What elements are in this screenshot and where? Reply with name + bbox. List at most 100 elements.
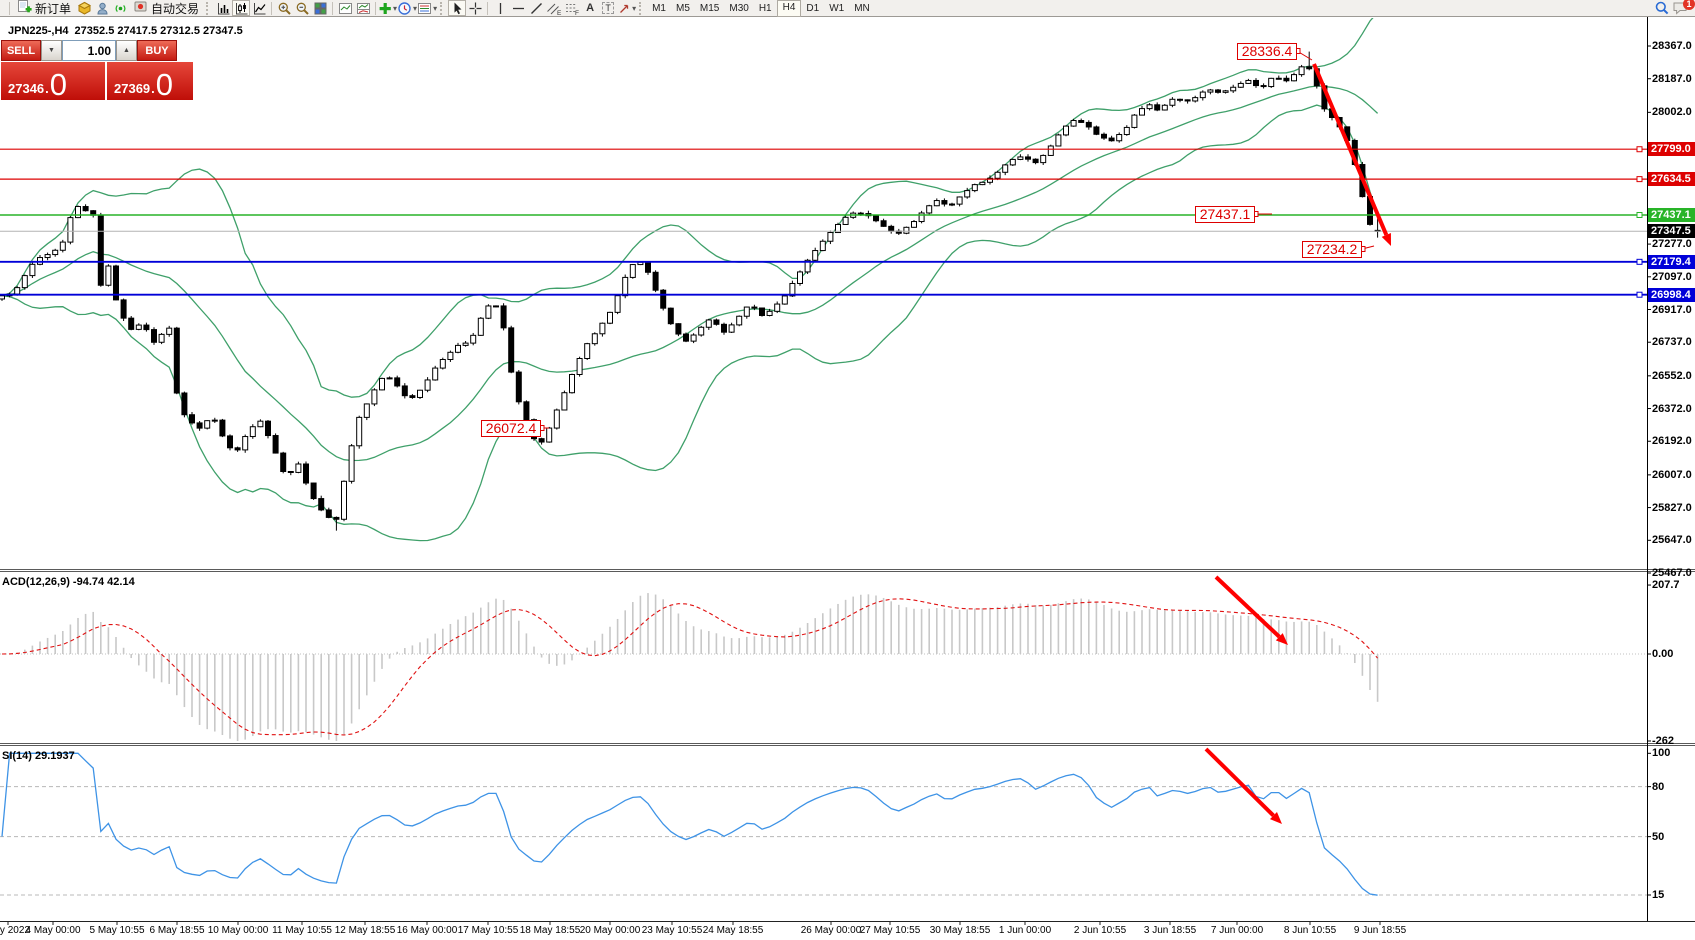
chevron-down-icon: ▾ xyxy=(413,3,418,13)
zoom-out-icon[interactable] xyxy=(293,0,311,16)
equidistant-channel-icon[interactable]: E xyxy=(545,0,563,16)
zoom-in-icon[interactable] xyxy=(275,0,293,16)
price-annotation[interactable]: 27234.2 xyxy=(1302,241,1362,258)
toolbar-grip xyxy=(639,1,644,15)
auto-trading-label: 自动交易 xyxy=(151,1,200,16)
time-tick-label: 27 May 10:55 xyxy=(859,925,921,936)
text-label-icon[interactable]: T xyxy=(599,0,617,16)
toolbar-grip xyxy=(440,1,445,15)
buy-button[interactable]: BUY xyxy=(137,40,177,61)
rsi-tick-label: 50 xyxy=(1652,830,1665,843)
indicator-list-icon[interactable] xyxy=(354,0,372,16)
cursor-icon[interactable] xyxy=(448,0,467,16)
sell-price[interactable]: 27346 . 0 xyxy=(1,62,105,100)
time-tick-label: 20 May 00:00 xyxy=(579,925,641,936)
price-tick-label: 28002.0 xyxy=(1652,106,1692,119)
level-price-label: 27799.0 xyxy=(1648,142,1695,157)
bar-chart-icon[interactable] xyxy=(214,0,232,16)
rsi-tick-label: 15 xyxy=(1652,888,1665,901)
trend-arrows xyxy=(1204,63,1391,824)
sell-price-main: 27346 xyxy=(8,81,45,96)
main-toolbar: 新订单 自动交易 xyxy=(0,0,1695,17)
time-tick-label: May 2022 xyxy=(0,925,30,936)
volume-decrease-button[interactable]: ▼ xyxy=(41,40,62,61)
clipped-icon xyxy=(1,0,6,16)
toolbar-separator xyxy=(375,1,377,15)
rsi-indicator-label: SI(14) 29.1937 xyxy=(2,750,75,762)
price-annotation[interactable]: 26072.4 xyxy=(481,420,541,437)
level-price-label: 27179.4 xyxy=(1648,254,1695,269)
headset-person-icon[interactable] xyxy=(93,0,111,16)
text-icon[interactable]: A xyxy=(586,2,595,14)
macd-tick-label: 0.00 xyxy=(1652,648,1674,660)
time-tick-label: 11 May 10:55 xyxy=(272,925,332,936)
price-annotation[interactable]: 27437.1 xyxy=(1195,206,1255,223)
rsi-panel xyxy=(0,752,1647,896)
volume-increase-button[interactable]: ▲ xyxy=(116,40,137,61)
chat-icon[interactable]: 1 xyxy=(1671,0,1695,16)
timeframe-m30[interactable]: M30 xyxy=(729,2,749,14)
horizontal-line-icon[interactable] xyxy=(509,0,527,16)
price-tick-label: 27277.0 xyxy=(1652,238,1692,251)
periods-clock-icon[interactable]: ▾ xyxy=(397,0,417,16)
crosshair-icon[interactable] xyxy=(466,0,484,16)
time-tick-label: 3 Jun 18:55 xyxy=(1143,925,1197,936)
signal-icon[interactable] xyxy=(111,0,129,16)
timeframe-m1[interactable]: M1 xyxy=(652,2,666,14)
fibonacci-icon[interactable]: F xyxy=(563,0,581,16)
level-price-label: 26998.4 xyxy=(1648,287,1695,302)
price-tick-label: 26192.0 xyxy=(1652,435,1692,448)
price-tick-label: 28187.0 xyxy=(1652,72,1692,85)
svg-text:F: F xyxy=(575,10,579,16)
time-tick-label: 5 May 10:55 xyxy=(89,925,145,936)
one-click-trade-panel: SELL ▼ ▲ BUY 27346 . 0 27369 . 0 xyxy=(1,40,193,100)
buy-price-frac: 0 xyxy=(155,67,174,102)
indicator-window-icon[interactable] xyxy=(336,0,354,16)
current-price-label: 27347.5 xyxy=(1648,224,1695,239)
time-tick-label: 17 May 10:55 xyxy=(457,925,519,936)
search-icon[interactable] xyxy=(1653,0,1671,16)
line-chart-icon[interactable] xyxy=(250,0,268,16)
time-tick-label: 16 May 00:00 xyxy=(396,925,458,936)
trendline-icon[interactable] xyxy=(527,0,545,16)
add-indicator-icon[interactable]: ▾ xyxy=(379,0,397,16)
timeframe-h1[interactable]: H1 xyxy=(758,2,772,14)
time-tick-label: 4 May 00:00 xyxy=(25,925,81,936)
buy-price[interactable]: 27369 . 0 xyxy=(107,62,193,100)
gold-cube-icon[interactable] xyxy=(75,0,93,16)
timeframe-m15[interactable]: M15 xyxy=(699,2,720,14)
new-order-label: 新订单 xyxy=(35,1,72,16)
timeframe-d1[interactable]: D1 xyxy=(806,2,820,14)
price-tick-label: 28367.0 xyxy=(1652,40,1692,52)
price-tick-label: 25827.0 xyxy=(1652,501,1692,514)
candlestick-chart-icon[interactable] xyxy=(232,0,251,16)
macd-indicator-label: ACD(12,26,9) -94.74 42.14 xyxy=(2,576,135,588)
timeframe-m5[interactable]: M5 xyxy=(676,2,690,14)
tile-windows-icon[interactable] xyxy=(311,0,329,16)
volume-input[interactable] xyxy=(62,40,116,61)
rsi-tick-label: 80 xyxy=(1652,780,1665,793)
chevron-down-icon: ▾ xyxy=(632,3,637,13)
svg-text:E: E xyxy=(557,10,562,16)
timeframe-w1[interactable]: W1 xyxy=(829,2,845,14)
time-tick-label: 12 May 18:55 xyxy=(334,925,396,936)
vertical-line-icon[interactable] xyxy=(491,0,509,16)
templates-icon[interactable]: ▾ xyxy=(417,0,437,16)
auto-trading-icon xyxy=(133,0,148,17)
timeframe-h4[interactable]: H4 xyxy=(776,0,802,17)
price-annotation[interactable]: 28336.4 xyxy=(1237,43,1297,60)
sell-button[interactable]: SELL xyxy=(1,40,41,61)
time-tick-label: 10 May 00:00 xyxy=(207,925,269,936)
symbol-period-label: JPN225-,H4 xyxy=(8,25,69,37)
auto-trading-button[interactable]: 自动交易 xyxy=(129,0,203,16)
new-order-button[interactable]: 新订单 xyxy=(13,0,75,16)
timeframe-mn[interactable]: MN xyxy=(854,2,870,14)
candlesticks xyxy=(0,51,1381,531)
toolbar-grip xyxy=(206,1,211,15)
rsi-tick-label: 100 xyxy=(1652,747,1671,760)
toolbar-separator xyxy=(487,1,489,15)
arrows-icon[interactable]: ▾ xyxy=(617,0,636,16)
panel-frames xyxy=(0,17,1695,925)
time-tick-label: 6 May 18:55 xyxy=(149,925,205,936)
